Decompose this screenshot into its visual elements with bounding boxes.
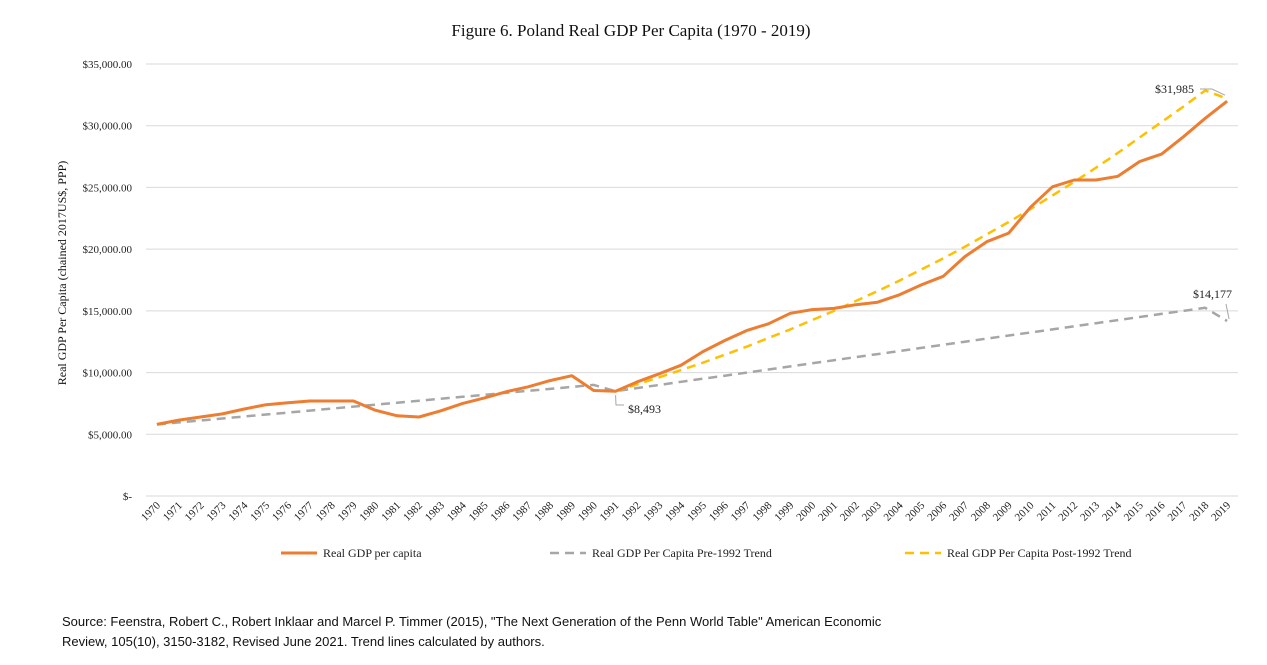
x-tick-label: 2004 xyxy=(882,499,906,523)
x-tick-label: 1999 xyxy=(772,499,796,523)
annotation-label: $14,177 xyxy=(1193,287,1232,301)
x-tick-label: 1971 xyxy=(161,500,185,524)
x-tick-label: 2005 xyxy=(903,499,927,523)
x-tick-label: 2008 xyxy=(969,499,993,523)
x-tick-label: 2009 xyxy=(991,499,1015,523)
x-tick-label: 1991 xyxy=(598,500,622,524)
y-tick-labels: $- $5,000.00 $10,000.00 $15,000.00 $20,000.0… xyxy=(83,59,133,503)
chart: Figure 6. Poland Real GDP Per Capita (19… xyxy=(55,21,1238,560)
legend-label-2: Real GDP Per Capita Pre-1992 Trend xyxy=(592,546,772,560)
x-tick-label: 1980 xyxy=(357,499,381,523)
x-tick-label: 1970 xyxy=(139,499,163,523)
y-tick-label: $25,000.00 xyxy=(83,182,133,194)
x-tick-label: 2012 xyxy=(1056,500,1080,524)
x-tick-label: 1982 xyxy=(401,500,425,524)
y-tick-label: $5,000.00 xyxy=(88,429,133,441)
x-tick-label: 1975 xyxy=(248,499,272,523)
gridlines xyxy=(146,63,1238,497)
x-tick-label: 1993 xyxy=(641,499,665,523)
x-tick-label: 2011 xyxy=(1035,500,1059,524)
x-tick-labels: 1970197119721973197419751976197719781979… xyxy=(139,499,1234,523)
x-tick-label: 1981 xyxy=(379,500,403,524)
series-line-1 xyxy=(156,100,1229,426)
x-tick-label: 1983 xyxy=(423,499,447,523)
y-tick-label: $15,000.00 xyxy=(83,306,133,318)
annotation-label: $8,493 xyxy=(628,402,661,416)
source-note-line-1: Source: Feenstra, Robert C., Robert Inkl… xyxy=(62,614,882,629)
x-tick-label: 2019 xyxy=(1209,499,1233,523)
x-tick-label: 1973 xyxy=(205,499,229,523)
x-tick-label: 1990 xyxy=(576,499,600,523)
x-tick-label: 1987 xyxy=(510,499,534,523)
x-tick-label: 2018 xyxy=(1187,499,1211,523)
y-tick-label: $- xyxy=(123,491,133,503)
y-tick-label: $10,000.00 xyxy=(83,368,133,380)
x-tick-label: 1979 xyxy=(336,499,360,523)
series-lines xyxy=(156,89,1229,426)
x-tick-label: 1989 xyxy=(554,499,578,523)
x-tick-label: 1986 xyxy=(488,499,512,523)
x-tick-label: 1985 xyxy=(467,499,491,523)
x-tick-label: 1974 xyxy=(226,499,250,523)
annotation-leader xyxy=(615,395,624,406)
x-tick-label: 2010 xyxy=(1013,499,1037,523)
annotation-label: $31,985 xyxy=(1155,82,1194,96)
legend-label-3: Real GDP Per Capita Post-1992 Trend xyxy=(947,546,1132,560)
x-tick-label: 1996 xyxy=(707,499,731,523)
x-tick-label: 2007 xyxy=(947,499,971,523)
y-axis-label: Real GDP Per Capita (chained 2017US$, PP… xyxy=(55,161,69,386)
x-tick-label: 2003 xyxy=(860,499,884,523)
x-tick-label: 1998 xyxy=(751,499,775,523)
series-line-3 xyxy=(615,89,1228,393)
source-note-line-2: Review, 105(10), 3150-3182, Revised June… xyxy=(62,634,545,649)
annotations: $8,493 $14,177 $31,985 xyxy=(615,82,1232,416)
x-tick-label: 2006 xyxy=(925,499,949,523)
source-note: Source: Feenstra, Robert C., Robert Inkl… xyxy=(62,612,962,652)
x-tick-label: 1997 xyxy=(729,499,753,523)
x-tick-label: 1972 xyxy=(183,500,207,524)
x-tick-label: 1984 xyxy=(445,499,469,523)
y-tick-label: $30,000.00 xyxy=(83,121,133,133)
legend-label-1: Real GDP per capita xyxy=(323,546,422,560)
y-tick-label: $20,000.00 xyxy=(83,244,133,256)
x-tick-label: 1977 xyxy=(292,499,316,523)
x-tick-label: 1995 xyxy=(685,499,709,523)
legend: Real GDP per capita Real GDP Per Capita P… xyxy=(281,546,1132,560)
x-tick-label: 2014 xyxy=(1100,499,1124,523)
x-tick-label: 1978 xyxy=(314,499,338,523)
x-tick-label: 2013 xyxy=(1078,499,1102,523)
x-tick-label: 2001 xyxy=(816,500,840,524)
x-tick-label: 2000 xyxy=(794,499,818,523)
x-tick-label: 1976 xyxy=(270,499,294,523)
x-tick-label: 2016 xyxy=(1144,499,1168,523)
x-tick-label: 1992 xyxy=(619,500,643,524)
annotation-leader xyxy=(1225,303,1230,320)
x-tick-label: 1988 xyxy=(532,499,556,523)
y-tick-label: $35,000.00 xyxy=(83,59,133,71)
chart-title: Figure 6. Poland Real GDP Per Capita (19… xyxy=(451,21,810,40)
annotation-leader xyxy=(1200,88,1226,96)
x-tick-label: 1994 xyxy=(663,499,687,523)
x-tick-label: 2017 xyxy=(1165,499,1189,523)
x-tick-label: 2015 xyxy=(1122,499,1146,523)
x-tick-label: 2002 xyxy=(838,500,862,524)
